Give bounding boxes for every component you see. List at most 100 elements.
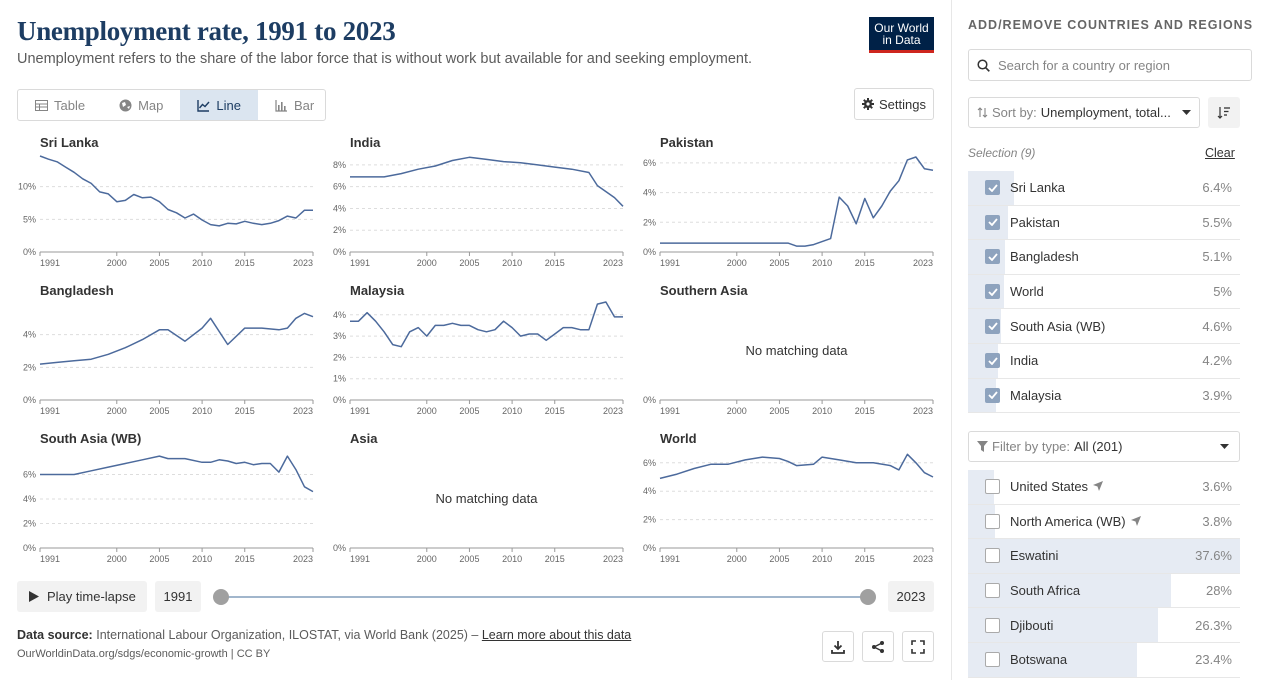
entity-row[interactable]: Eswatini 37.6%: [968, 539, 1240, 574]
y-tick-label: 4%: [23, 494, 36, 504]
x-tick-label: 2023: [603, 258, 623, 268]
x-tick-label: 1991: [350, 258, 370, 268]
chevron-down-icon: [1182, 110, 1191, 115]
series-line-world: [659, 453, 934, 480]
timeline-track[interactable]: [221, 596, 868, 598]
panel-title-southern-asia: Southern Asia: [660, 283, 748, 298]
fullscreen-button[interactable]: [902, 631, 934, 662]
x-tick-label: 2023: [603, 406, 623, 416]
entity-row[interactable]: Djibouti 26.3%: [968, 608, 1240, 643]
entity-row[interactable]: Pakistan 5.5%: [968, 205, 1240, 241]
entity-name: North America (WB): [1010, 514, 1141, 529]
x-tick-label: 2000: [417, 258, 437, 268]
clear-selection-link[interactable]: Clear: [1205, 146, 1235, 160]
share-button[interactable]: [862, 631, 894, 662]
entity-checkbox[interactable]: [985, 548, 1000, 564]
tab-map[interactable]: Map: [102, 90, 180, 120]
tab-line-label: Line: [216, 97, 241, 113]
x-tick-label: 1991: [350, 406, 370, 416]
timeline-start-handle[interactable]: [213, 589, 229, 605]
tab-bar[interactable]: Bar: [258, 90, 331, 120]
panel-title-asia: Asia: [350, 431, 378, 446]
timeline-end-handle[interactable]: [860, 589, 876, 605]
entity-checkbox[interactable]: [985, 617, 1000, 633]
entity-row[interactable]: Bangladesh 5.1%: [968, 240, 1240, 275]
entity-checkbox[interactable]: [985, 513, 1000, 529]
entity-checkbox[interactable]: [985, 353, 1000, 369]
entity-checkbox[interactable]: [985, 583, 1000, 599]
entity-name-text: Malaysia: [1010, 387, 1062, 403]
table-icon: [35, 99, 48, 111]
entity-row[interactable]: South Africa 28%: [968, 573, 1240, 609]
x-tick-label: 1991: [40, 554, 60, 564]
y-tick-label: 2%: [643, 515, 656, 525]
tab-line[interactable]: Line: [180, 90, 258, 120]
entity-value: 26.3%: [1195, 617, 1232, 633]
sort-value: Unemployment, total...: [1040, 105, 1171, 120]
y-tick-label: 4%: [643, 188, 656, 198]
x-tick-label: 2010: [502, 406, 522, 416]
x-tick-label: 1991: [660, 554, 680, 564]
x-tick-label: 2005: [459, 406, 479, 416]
x-tick-label: 2000: [417, 406, 437, 416]
x-tick-label: 2023: [293, 406, 313, 416]
entity-row[interactable]: Sri Lanka 6.4%: [968, 171, 1240, 206]
panel-title-bangladesh: Bangladesh: [40, 283, 114, 298]
entity-name: Botswana: [1010, 652, 1067, 667]
filter-value: All (201): [1074, 439, 1123, 454]
entity-row[interactable]: South Asia (WB) 4.6%: [968, 309, 1240, 344]
play-timelapse-button[interactable]: Play time-lapse: [17, 581, 147, 612]
entity-name-text: South Africa: [1010, 583, 1081, 599]
learn-more-link[interactable]: Learn more about this data: [481, 628, 632, 642]
entity-checkbox[interactable]: [985, 652, 1000, 668]
entity-row[interactable]: United States 3.6%: [968, 470, 1240, 505]
x-tick-label: 2010: [192, 554, 212, 564]
owid-logo[interactable]: Our World in Data: [869, 17, 934, 53]
checkmark-icon: [987, 218, 998, 227]
x-tick-label: 2000: [727, 554, 747, 564]
entity-name: South Africa: [1010, 583, 1080, 598]
x-tick-label: 2015: [545, 554, 565, 564]
start-year-box[interactable]: 1991: [155, 581, 201, 612]
sort-direction-button[interactable]: [1208, 97, 1240, 128]
x-tick-label: 2015: [235, 258, 255, 268]
x-tick-label: 2005: [149, 554, 169, 564]
entity-row[interactable]: Botswana 23.4%: [968, 642, 1240, 678]
entity-checkbox[interactable]: [985, 180, 1000, 196]
entity-checkbox[interactable]: [985, 249, 1000, 265]
entity-row[interactable]: North America (WB) 3.8%: [968, 504, 1240, 540]
end-year-box[interactable]: 2023: [888, 581, 934, 612]
y-tick-label: 8%: [333, 160, 346, 170]
filter-type-dropdown[interactable]: Filter by type: All (201): [968, 431, 1240, 462]
expand-icon: [911, 639, 925, 654]
entity-row[interactable]: World 5%: [968, 274, 1240, 310]
sort-dropdown[interactable]: Sort by: Unemployment, total...: [968, 97, 1200, 128]
entity-value: 5.5%: [1202, 214, 1232, 230]
entity-value: 37.6%: [1195, 548, 1232, 564]
entity-checkbox[interactable]: [985, 284, 1000, 300]
entity-checkbox[interactable]: [985, 387, 1000, 403]
search-box[interactable]: [968, 49, 1252, 81]
entity-name: Bangladesh: [1010, 249, 1079, 264]
entity-checkbox[interactable]: [985, 318, 1000, 334]
tab-table[interactable]: Table: [18, 90, 102, 120]
y-tick-label: 0%: [333, 395, 346, 405]
x-tick-label: 2005: [459, 554, 479, 564]
x-tick-label: 2005: [149, 406, 169, 416]
entity-checkbox[interactable]: [985, 214, 1000, 230]
series-line-india: [350, 156, 624, 207]
chevron-down-icon: [1220, 444, 1229, 449]
download-icon: [831, 640, 845, 654]
download-button[interactable]: [822, 631, 854, 662]
y-tick-label: 0%: [643, 543, 656, 553]
entity-checkbox[interactable]: [985, 479, 1000, 495]
search-input[interactable]: [998, 57, 1238, 73]
x-tick-label: 2015: [855, 406, 875, 416]
entity-row[interactable]: Malaysia 3.9%: [968, 378, 1240, 414]
x-tick-label: 2015: [235, 406, 255, 416]
settings-button[interactable]: Settings: [854, 88, 934, 120]
entity-name: Djibouti: [1010, 618, 1053, 633]
share-icon: [872, 640, 884, 653]
y-tick-label: 2%: [643, 217, 656, 227]
entity-row[interactable]: India 4.2%: [968, 343, 1240, 379]
